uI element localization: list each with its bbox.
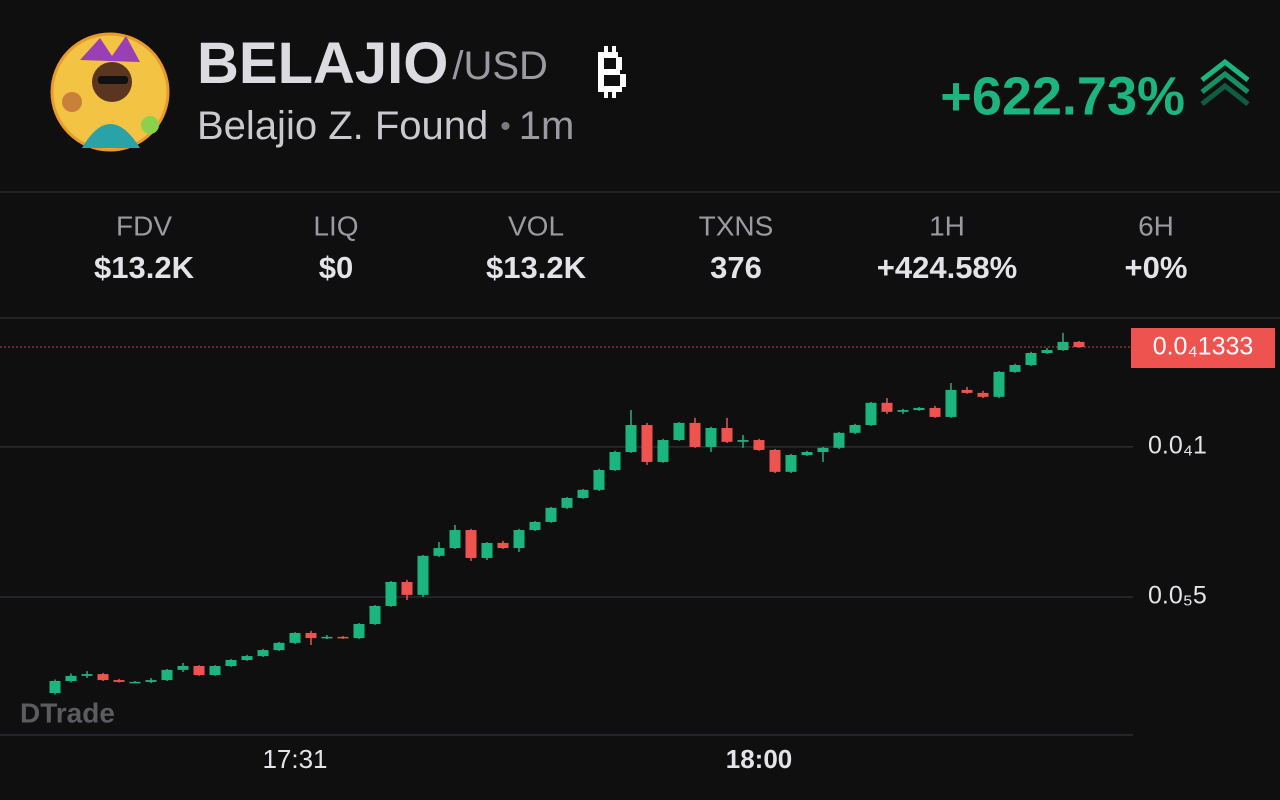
stat-value: +424.58% xyxy=(877,250,1017,285)
token-subtitle: Belajio Z. Found • 1m xyxy=(197,104,574,148)
candle-body xyxy=(737,440,749,442)
candle-body xyxy=(1025,353,1037,366)
stat-value: +0% xyxy=(1125,250,1188,285)
candle-body xyxy=(561,497,573,508)
candle-body xyxy=(689,422,701,447)
candle-body xyxy=(193,665,205,675)
candle-body xyxy=(369,605,381,624)
price-change: +622.73% xyxy=(940,66,1185,126)
candle-body xyxy=(161,669,173,681)
candle-body xyxy=(609,452,621,471)
candle-body xyxy=(97,674,109,681)
stat-label: 6H xyxy=(1138,210,1174,241)
candle-body xyxy=(913,407,925,411)
candle-body xyxy=(593,470,605,490)
candle-body xyxy=(209,665,221,675)
candle-body xyxy=(257,650,269,657)
candle-body xyxy=(545,507,557,522)
stats-row: FDV $13.2K LIQ $0 VOL $13.2K TXNS 376 1H +424.58%… xyxy=(94,210,1187,285)
candle-body xyxy=(849,425,861,433)
candle-body xyxy=(881,402,893,412)
candle-body xyxy=(241,656,253,660)
candle-body xyxy=(929,407,941,417)
chain-icon xyxy=(598,46,626,98)
interval: 1m xyxy=(519,104,575,148)
candle-body xyxy=(433,548,445,556)
candle-body xyxy=(497,542,509,549)
candle-body xyxy=(49,680,61,693)
candle-body xyxy=(529,521,541,531)
candle-body xyxy=(641,425,653,462)
candle-body xyxy=(1041,350,1053,354)
candle-body xyxy=(769,449,781,472)
candle-body xyxy=(785,455,797,472)
candle-body xyxy=(1073,341,1085,348)
candle-body xyxy=(513,530,525,549)
candle-body xyxy=(993,371,1005,397)
candle-body xyxy=(657,440,669,462)
candle-body xyxy=(673,422,685,441)
candle-body xyxy=(465,530,477,558)
candle-body xyxy=(945,389,957,417)
candle-body xyxy=(449,530,461,549)
stat-value: 376 xyxy=(710,250,762,285)
candle-body xyxy=(65,675,77,681)
candle-body xyxy=(417,555,429,595)
candle-body xyxy=(177,665,189,670)
candle-body xyxy=(129,681,141,684)
last-price-label: 0.0₄1333 xyxy=(1153,333,1254,361)
candle-body xyxy=(817,447,829,453)
candle-body xyxy=(481,542,493,558)
stat-value: $13.2K xyxy=(486,250,587,285)
price-chart: DTrade 0.0₅5 0.0₄1 17:31 18:00 0.0₄1333 xyxy=(0,328,1275,774)
stat-label: FDV xyxy=(116,210,172,241)
token-name: Belajio Z. Found xyxy=(197,104,488,148)
candle-body xyxy=(977,392,989,397)
candle-body xyxy=(305,632,317,639)
last-price-tag xyxy=(1131,328,1275,369)
candle-body xyxy=(113,680,125,682)
stat-label: TXNS xyxy=(699,210,774,241)
symbol: BELAJIO xyxy=(197,31,448,96)
candle-body xyxy=(1057,341,1069,351)
x-tick-label: 17:31 xyxy=(262,744,327,774)
stat-label: 1H xyxy=(929,210,965,241)
candle-body xyxy=(401,581,413,595)
trend-chevrons xyxy=(1200,58,1250,106)
stat-value: $0 xyxy=(319,250,353,285)
candle-body xyxy=(289,632,301,643)
candle-body xyxy=(385,581,397,606)
candle-body xyxy=(337,636,349,639)
candle-body xyxy=(273,642,285,651)
quote: /USD xyxy=(452,44,548,88)
candle-body xyxy=(705,428,717,447)
stat-value: $13.2K xyxy=(94,250,195,285)
candle-body xyxy=(625,425,637,453)
y-tick-label: 0.0₅5 xyxy=(1148,582,1207,610)
candle-body xyxy=(801,452,813,456)
y-tick-label: 0.0₄1 xyxy=(1148,432,1207,460)
candle-body xyxy=(721,428,733,442)
candle-body xyxy=(353,623,365,639)
candle-body xyxy=(145,680,157,682)
candle-body xyxy=(81,674,93,676)
candle-body xyxy=(897,410,909,412)
stat-label: VOL xyxy=(508,210,564,241)
header-title: BELAJIO/USD xyxy=(197,31,548,96)
candle-body xyxy=(865,402,877,426)
token-avatar xyxy=(50,32,170,152)
candle-body xyxy=(577,489,589,498)
stat-label: LIQ xyxy=(313,210,358,241)
candle-body xyxy=(321,636,333,639)
candle-body xyxy=(225,659,237,666)
x-tick-label: 18:00 xyxy=(726,744,793,774)
candle-body xyxy=(833,432,845,448)
watermark: DTrade xyxy=(20,697,115,728)
candle-body xyxy=(753,440,765,450)
candle-body xyxy=(961,389,973,393)
candle-body xyxy=(1009,365,1021,372)
